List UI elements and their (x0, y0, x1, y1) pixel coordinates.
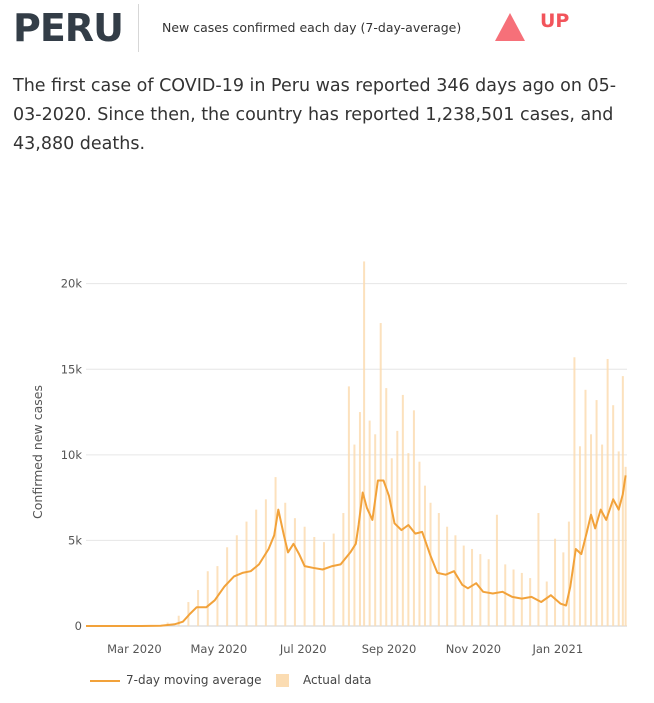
y-tick-label: 20k (61, 277, 83, 291)
actual-data-bar (342, 513, 345, 626)
actual-data-bar (264, 499, 267, 626)
x-tick-label: May 2020 (190, 642, 247, 656)
actual-data-bar (347, 386, 350, 626)
axes: 0 5k 10k 15k 20k Mar 2020 May 2020 Jul 2020 Sep … (30, 277, 583, 656)
actual-data-bar (617, 451, 620, 626)
actual-data-bar (332, 533, 335, 626)
grid-lines (86, 283, 627, 627)
actual-data-bar (226, 547, 229, 626)
header: PERU New cases confirmed each day (7-day… (0, 0, 654, 60)
x-tick-label: Mar 2020 (107, 642, 162, 656)
actual-data-bar (412, 410, 415, 626)
actual-data-bar (313, 536, 316, 626)
y-tick-label: 10k (61, 448, 83, 462)
actual-data-bar (418, 461, 421, 626)
actual-data-bar (303, 526, 306, 626)
y-tick-label: 15k (61, 362, 83, 376)
y-axis-label: Confirmed new cases (30, 385, 45, 519)
actual-data-bar (322, 542, 325, 626)
x-tick-label: Sep 2020 (362, 642, 417, 656)
actual-data-bar (562, 552, 565, 626)
actual-data-bar (293, 518, 296, 626)
legend-line-swatch (90, 680, 120, 682)
actual-data-bar (471, 548, 474, 626)
y-tick-label: 0 (75, 619, 82, 633)
triangle-up-icon (495, 13, 525, 41)
actual-data-bar (554, 538, 557, 626)
country-title: PERU (13, 6, 124, 50)
legend-label: Actual data (303, 673, 372, 687)
actual-data-bar (454, 535, 457, 626)
actual-data-bar (284, 502, 287, 626)
actual-data-bar (437, 513, 440, 626)
actual-data-bar (504, 564, 507, 626)
legend-label: 7-day moving average (126, 673, 262, 687)
trend-label: UP (540, 10, 570, 32)
actual-data-bar (601, 444, 604, 626)
header-divider (138, 4, 139, 52)
actual-data-bar (624, 466, 627, 626)
actual-data-bar (429, 502, 432, 626)
actual-data-bar (396, 430, 399, 626)
actual-data-bar (537, 513, 540, 626)
x-tick-label: Nov 2020 (446, 642, 501, 656)
cases-chart: 0 5k 10k 15k 20k Mar 2020 May 2020 Jul 2020 Sep … (30, 261, 627, 656)
actual-data-bar (423, 485, 426, 626)
actual-data-bar (401, 394, 404, 626)
actual-data-bar (368, 420, 371, 626)
actual-data-bar (612, 405, 615, 626)
actual-data-bar (578, 446, 581, 626)
actual-data-bar (390, 458, 393, 626)
x-tick-label: Jul 2020 (279, 642, 327, 656)
actual-data-bar (274, 477, 277, 626)
actual-data-bar (606, 358, 609, 626)
actual-data-bar (529, 578, 532, 626)
legend-bar-swatch (276, 674, 289, 687)
actual-data-bar (407, 453, 410, 626)
actual-data-bar (495, 514, 498, 626)
actual-data-bar (177, 615, 180, 626)
actual-data-bar (545, 581, 548, 626)
actual-data-bar (374, 434, 377, 626)
actual-data-bar (363, 261, 366, 626)
actual-data-bar (446, 526, 449, 626)
actual-data-bar (379, 323, 382, 626)
actual-data-bar (584, 389, 587, 626)
actual-data-bar (245, 521, 248, 626)
actual-data-bar (595, 400, 598, 626)
moving-average-series (86, 475, 627, 627)
x-tick-label: Jan 2021 (531, 642, 583, 656)
summary-text: The first case of COVID-19 in Peru was r… (13, 76, 617, 154)
actual-data-bar (621, 376, 624, 626)
actual-data-bar (187, 602, 190, 626)
actual-data-bars (166, 261, 627, 626)
actual-data-bar (353, 444, 356, 626)
moving-average-line (86, 475, 627, 627)
actual-data-bar (590, 434, 593, 626)
actual-data-bar (479, 554, 482, 626)
actual-data-bar (567, 521, 570, 626)
actual-data-bar (206, 571, 209, 626)
actual-data-bar (235, 535, 238, 626)
actual-data-bar (573, 357, 576, 626)
actual-data-bar (385, 388, 388, 626)
y-tick-label: 5k (68, 533, 82, 547)
chart-subtitle: New cases confirmed each day (7-day-aver… (162, 20, 462, 35)
